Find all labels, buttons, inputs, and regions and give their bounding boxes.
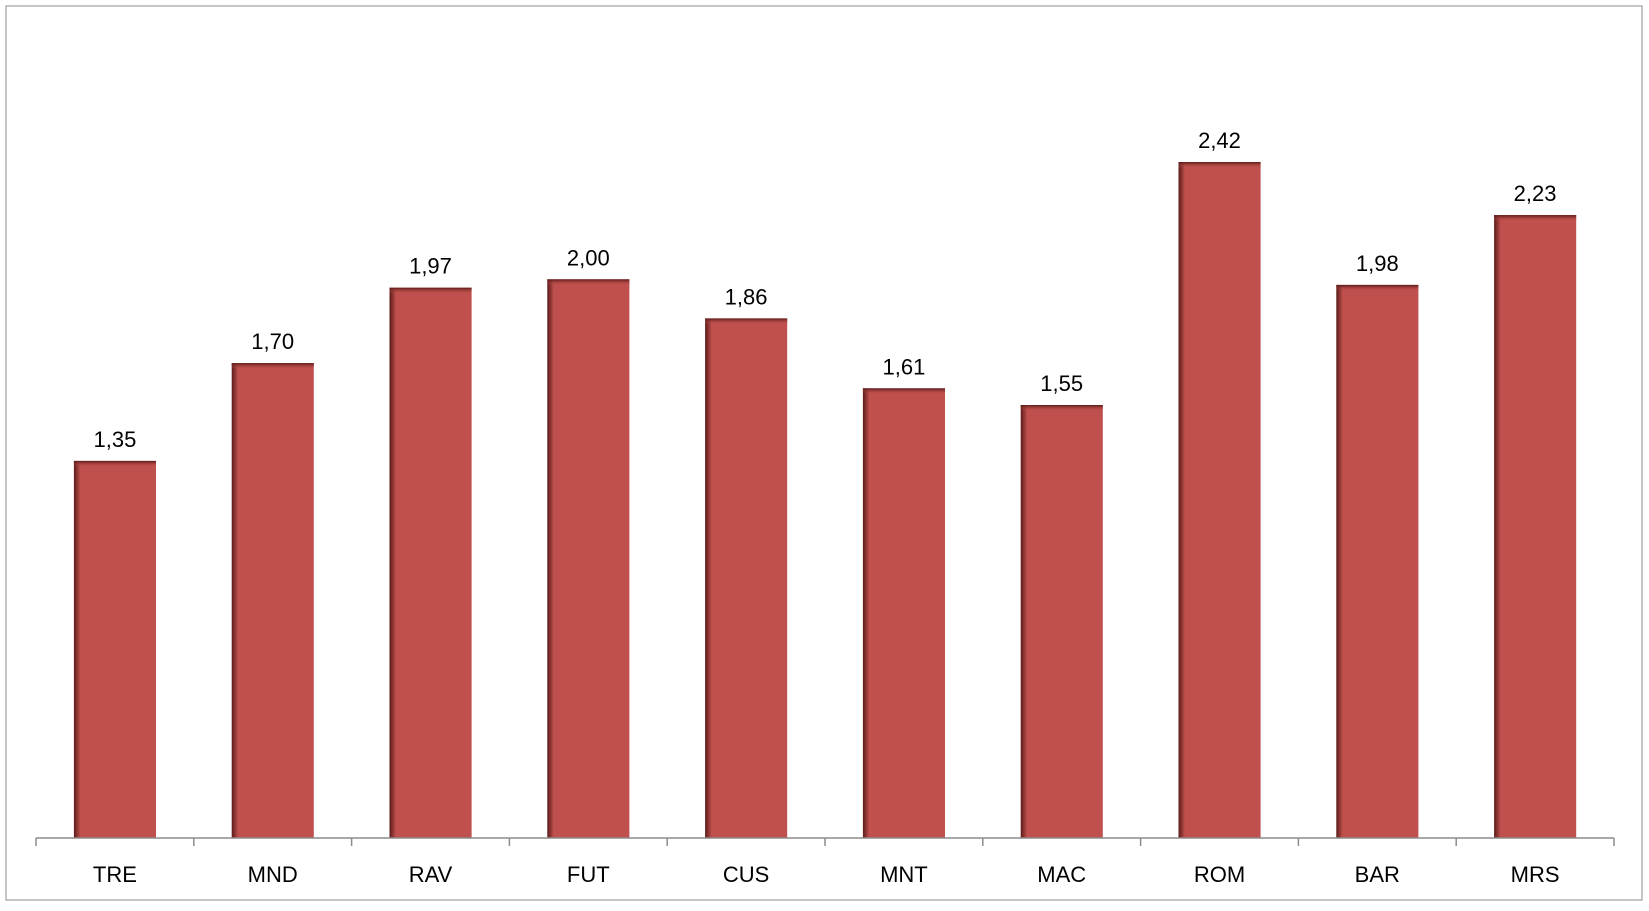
x-tick-label-bar: BAR: [1355, 862, 1400, 887]
bar-top-edge-mrs: [1494, 215, 1577, 222]
x-tick-label-rav: RAV: [409, 862, 453, 887]
value-label-mnd: 1,70: [251, 329, 294, 354]
value-label-tre: 1,35: [93, 427, 136, 452]
bar-top-edge-fut: [547, 279, 630, 286]
value-label-cus: 1,86: [725, 284, 768, 309]
x-tick-label-mrs: MRS: [1511, 862, 1560, 887]
value-label-rom: 2,42: [1198, 128, 1241, 153]
bar-fut: [547, 279, 630, 838]
bar-rom: [1178, 162, 1261, 838]
bar-top-edge-rav: [389, 287, 472, 294]
value-label-fut: 2,00: [567, 245, 610, 270]
bar-top-edge-mnd: [231, 363, 314, 370]
x-tick-label-fut: FUT: [567, 862, 610, 887]
x-tick-label-mnd: MND: [248, 862, 298, 887]
value-label-rav: 1,97: [409, 254, 452, 279]
bar-mrs: [1494, 215, 1577, 839]
x-tick-label-cus: CUS: [723, 862, 769, 887]
bar-mnt: [862, 388, 945, 838]
x-tick-label-mnt: MNT: [880, 862, 928, 887]
value-label-mrs: 2,23: [1514, 181, 1557, 206]
bars-layer: [73, 162, 1577, 839]
x-axis-labels: TRE MND RAV FUT CUS MNT MAC ROM BAR MRS: [93, 862, 1560, 887]
x-tick-label-tre: TRE: [93, 862, 137, 887]
bar-mac: [1020, 405, 1103, 838]
bar-bar: [1336, 284, 1419, 838]
bar-tre: [73, 460, 156, 838]
bar-top-edge-mac: [1020, 405, 1103, 411]
bar-cus: [705, 318, 788, 838]
bar-mnd: [231, 363, 314, 838]
bar-top-edge-bar: [1336, 284, 1419, 291]
bar-rav: [389, 287, 472, 838]
value-label-bar: 1,98: [1356, 251, 1399, 276]
value-labels-layer: 1,35 1,70 1,97 2,00 1,86 1,61 1,55 2,42 1,98 2,23: [93, 128, 1556, 452]
x-tick-label-mac: MAC: [1037, 862, 1086, 887]
value-label-mnt: 1,61: [882, 354, 925, 379]
value-label-mac: 1,55: [1040, 371, 1083, 396]
bar-top-edge-rom: [1178, 162, 1261, 168]
bar-top-edge-cus: [705, 318, 788, 325]
x-tick-label-rom: ROM: [1194, 862, 1245, 887]
bar-top-edge-mnt: [862, 388, 945, 395]
bar-top-edge-tre: [73, 460, 156, 467]
x-axis-ticks: [35, 838, 1615, 846]
